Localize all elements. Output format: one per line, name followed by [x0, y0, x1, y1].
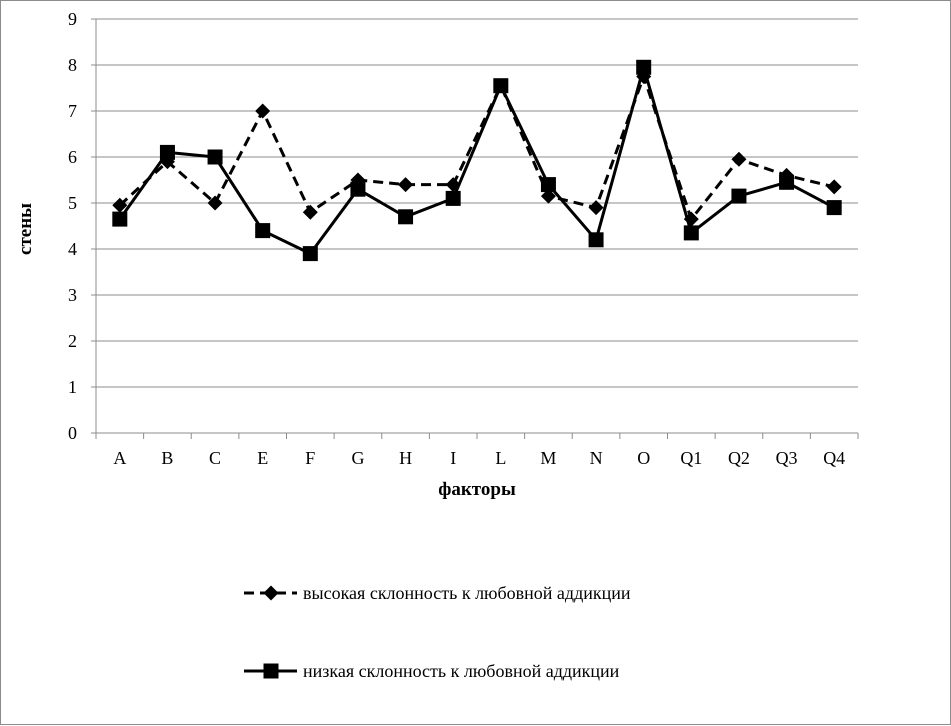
y-tick-label: 3 [68, 285, 77, 305]
series-2-point [683, 225, 699, 241]
gridlines [96, 18, 858, 388]
series-1-point [255, 103, 271, 119]
x-tick-label: M [540, 448, 556, 468]
x-axis-title: факторы [438, 479, 516, 500]
series-2-point [493, 78, 509, 94]
y-tick-label: 0 [68, 423, 77, 443]
series-2-point [159, 144, 175, 160]
y-axis-title: стены [15, 203, 36, 255]
y-tick-label: 1 [68, 377, 77, 397]
series-lines [118, 65, 835, 256]
y-axis-ticks: 0 1 2 3 4 5 6 7 8 9 [68, 9, 96, 443]
x-tick-label: Q3 [776, 448, 798, 468]
x-tick-label: E [257, 448, 268, 468]
x-axis-ticks: A B C E F G H I L M N O Q1 Q2 Q3 Q4 [95, 433, 859, 468]
x-tick-label: N [590, 448, 603, 468]
series-2-point [540, 177, 556, 193]
legend-label: низкая склонность к любовной аддикции [303, 661, 620, 681]
legend: высокая склонность к любовной аддикции ни… [244, 583, 631, 681]
series-2-point [826, 200, 842, 216]
series-1-point [826, 179, 842, 195]
series-1-point [445, 177, 461, 193]
series-1-point [683, 211, 699, 227]
y-tick-label: 2 [68, 331, 77, 351]
x-tick-label: Q2 [728, 448, 750, 468]
legend-marker-diamond [263, 585, 279, 601]
series-2-point [112, 211, 128, 227]
x-tick-label: Q4 [823, 448, 845, 468]
series-1-point [731, 151, 747, 167]
y-tick-label: 7 [68, 101, 77, 121]
series-2-point [731, 188, 747, 204]
series-2-point [302, 246, 318, 262]
y-tick-label: 8 [68, 55, 77, 75]
series-2-point [588, 232, 604, 248]
series-1-point [112, 197, 128, 213]
y-tick-label: 6 [68, 147, 77, 167]
series-2-point [207, 149, 223, 165]
x-tick-label: G [351, 448, 364, 468]
series-1-point [588, 200, 604, 216]
legend-label: высокая склонность к любовной аддикции [303, 583, 631, 603]
series-line-2 [118, 65, 835, 256]
x-tick-label: B [161, 448, 173, 468]
series-1-point [302, 204, 318, 220]
series-2-point [779, 174, 795, 190]
x-tick-label: F [305, 448, 315, 468]
x-tick-label: C [209, 448, 221, 468]
series-markers [112, 59, 842, 262]
y-tick-label: 9 [68, 9, 77, 29]
series-line-1 [118, 75, 835, 221]
series-1-point [398, 177, 414, 193]
series-2-point [636, 59, 652, 75]
x-tick-label: A [113, 448, 126, 468]
axes [95, 19, 858, 434]
y-tick-label: 5 [68, 193, 77, 213]
series-2-point [445, 190, 461, 206]
x-tick-label: L [495, 448, 506, 468]
x-tick-label: I [450, 448, 456, 468]
x-tick-label: Q1 [680, 448, 702, 468]
series-1-point [207, 195, 223, 211]
series-2-point [398, 209, 414, 225]
legend-item-2: низкая склонность к любовной аддикции [244, 661, 620, 681]
series-2-point [350, 181, 366, 197]
x-tick-label: O [637, 448, 650, 468]
y-tick-label: 4 [68, 239, 77, 259]
legend-item-1: высокая склонность к любовной аддикции [244, 583, 631, 603]
legend-marker-square [263, 663, 279, 679]
series-2-point [255, 223, 271, 239]
x-tick-label: H [399, 448, 412, 468]
series-1-point [540, 188, 556, 204]
